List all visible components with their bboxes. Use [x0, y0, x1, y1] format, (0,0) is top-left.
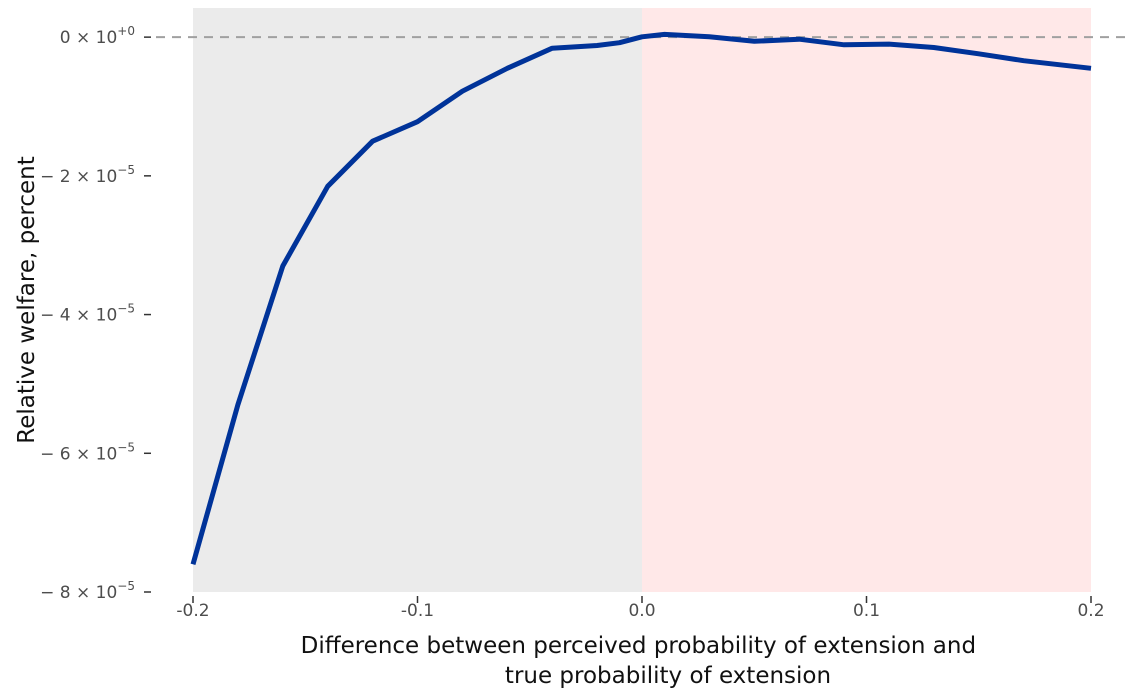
- y-tick-label-0: 0 × 10+0: [60, 24, 135, 48]
- x-tick-label-1: -0.1: [401, 601, 434, 621]
- x-axis-title-line-2: true probability of extension: [505, 663, 831, 689]
- shaded-regions: [193, 8, 1091, 592]
- y-axis-title: Relative welfare, percent: [14, 156, 40, 443]
- x-tick-label-4: 0.2: [1077, 601, 1104, 621]
- y-tick-label-3: − 6 × 10−5: [40, 440, 135, 464]
- shaded-region-1: [642, 8, 1091, 592]
- x-tick-label-3: 0.1: [853, 601, 880, 621]
- shaded-region-0: [193, 8, 642, 592]
- x-axis-title-line-1: Difference between perceived probability…: [301, 633, 976, 659]
- series-group: [190, 31, 1092, 565]
- x-tick-label-0: -0.2: [176, 601, 209, 621]
- series-line-0: [190, 31, 1092, 565]
- y-tick-label-1: − 2 × 10−5: [40, 163, 135, 187]
- x-axis-title: Difference between perceived probability…: [301, 633, 984, 689]
- y-tick-label-4: − 8 × 10−5: [40, 579, 135, 603]
- x-axis: -0.2 -0.1 0.0 0.1 0.2: [176, 596, 1105, 621]
- y-axis: 0 × 10+0 − 2 × 10−5 − 4 × 10−5 − 6 × 10−5 − …: [40, 24, 151, 603]
- x-tick-label-2: 0.0: [628, 601, 655, 621]
- y-tick-label-2: − 4 × 10−5: [40, 302, 135, 326]
